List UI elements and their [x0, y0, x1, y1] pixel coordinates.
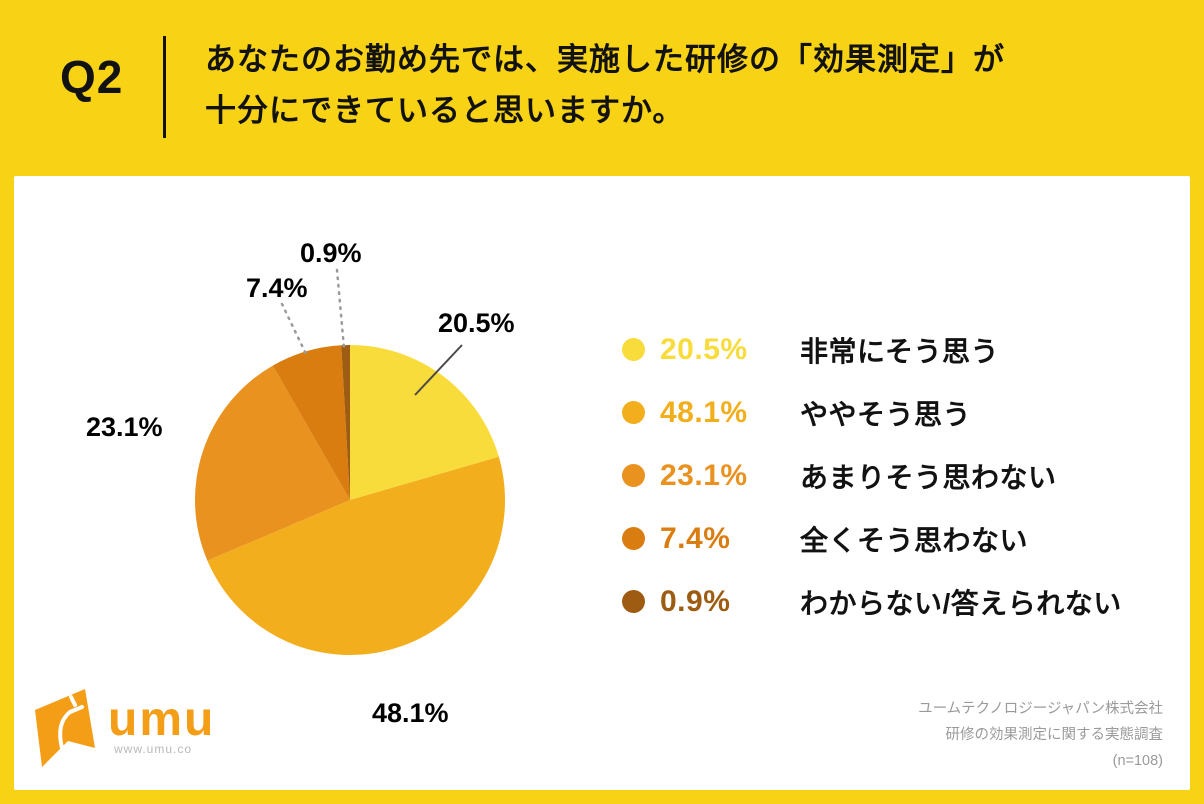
legend-label: ややそう思う	[800, 398, 972, 430]
umu-logo-icon	[35, 689, 95, 767]
question-number: Q2	[60, 51, 124, 103]
source-line-2: 研修の効果測定に関する実態調査	[945, 727, 1164, 743]
header-divider	[163, 36, 166, 138]
question-header: Q2 あなたのお勤め先では、実施した研修の「効果測定」が 十分にできていると思い…	[0, 0, 1204, 176]
pie-slice-3	[272, 345, 350, 500]
legend-dot-icon	[622, 401, 645, 424]
legend-dot-icon	[622, 527, 645, 550]
legend-percent: 23.1%	[660, 458, 748, 492]
pie-slice-2	[194, 365, 350, 561]
legend-label: あまりそう思わない	[800, 461, 1057, 493]
pie-slice-0	[350, 345, 499, 500]
legend-row-1: 48.1% ややそう思う	[622, 392, 1122, 433]
giraffe-icon	[58, 695, 84, 750]
leader-line-0-9	[335, 268, 346, 350]
chart-card: 20.5% 48.1% 23.1% 7.4% 0.9% 20.5% 非常にそう思う…	[14, 176, 1190, 790]
pie-value-label-20-5: 20.5%	[438, 308, 515, 338]
pie-value-label-23-1: 23.1%	[86, 412, 163, 442]
source-line-3: (n=108)	[1112, 753, 1163, 769]
pie-slice-1	[207, 456, 506, 656]
source-line-1: ユームテクノロジージャパン株式会社	[918, 701, 1163, 717]
legend-percent: 20.5%	[660, 332, 748, 366]
umu-logo-text: umu	[108, 693, 216, 746]
pie-leader-lines	[280, 268, 463, 396]
leader-line-20-5	[414, 344, 463, 396]
legend-row-3: 7.4% 全くそう思わない	[622, 518, 1122, 559]
pie-value-label-7-4: 7.4%	[246, 273, 308, 303]
pie-slice-4	[341, 345, 350, 500]
legend-label: 非常にそう思う	[800, 335, 999, 367]
legend-row-0: 20.5% 非常にそう思う	[622, 329, 1122, 370]
legend-dot-icon	[622, 590, 645, 613]
legend-percent: 48.1%	[660, 395, 748, 429]
umu-url-text: www.umu.co	[114, 742, 193, 756]
question-line-1: あなたのお勤め先では、実施した研修の「効果測定」が	[205, 42, 1005, 77]
chart-legend: 20.5% 非常にそう思う 48.1% ややそう思う 23.1% あまりそう思わない 7.4…	[622, 329, 1122, 622]
legend-percent: 7.4%	[660, 521, 731, 555]
logo-flag-shape	[35, 689, 95, 767]
legend-row-2: 23.1% あまりそう思わない	[622, 455, 1122, 496]
pie-chart	[194, 268, 506, 656]
legend-dot-icon	[622, 338, 645, 361]
legend-dot-icon	[622, 464, 645, 487]
question-line-2: 十分にできていると思いますか。	[205, 93, 685, 128]
pie-value-label-48-1: 48.1%	[372, 698, 449, 728]
question-text: あなたのお勤め先では、実施した研修の「効果測定」が 十分にできていると思いますか…	[205, 34, 1005, 136]
source-attribution: ユームテクノロジージャパン株式会社 研修の効果測定に関する実態調査 (n=108…	[918, 696, 1163, 774]
umu-logo: umu www.umu.co	[30, 684, 260, 780]
legend-label: 全くそう思わない	[800, 524, 1029, 556]
legend-label: わからない/答えられない	[800, 587, 1122, 619]
legend-percent: 0.9%	[660, 584, 731, 618]
legend-row-4: 0.9% わからない/答えられない	[622, 581, 1122, 622]
leader-line-7-4	[280, 302, 308, 356]
pie-value-label-0-9: 0.9%	[300, 238, 362, 268]
